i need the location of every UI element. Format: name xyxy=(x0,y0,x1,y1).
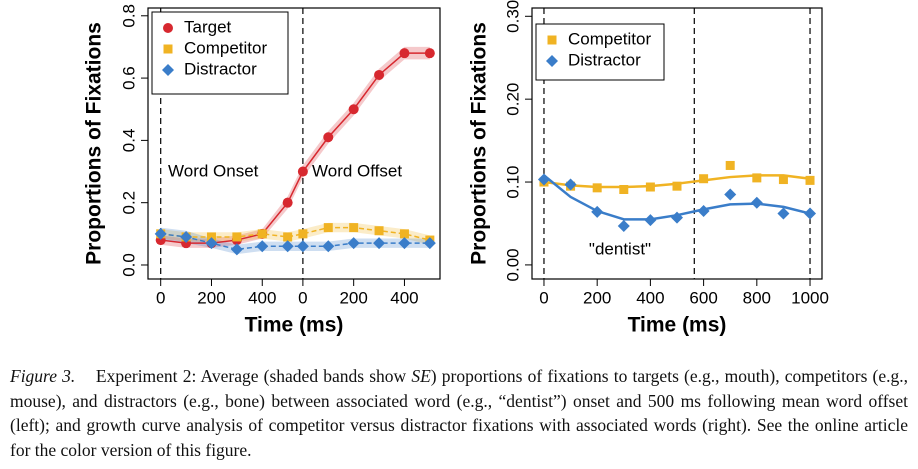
marker xyxy=(697,205,710,218)
x-tick-label: 600 xyxy=(689,288,717,307)
y-tick-label: 0.6 xyxy=(119,66,138,90)
marker xyxy=(374,69,385,80)
annotation: Word Offset xyxy=(312,161,402,180)
marker xyxy=(257,229,267,239)
marker xyxy=(619,184,629,194)
marker xyxy=(423,237,436,250)
y-axis-label: Proportions of Fixations xyxy=(83,22,106,265)
marker xyxy=(180,230,193,243)
x-tick-label: 800 xyxy=(743,288,771,307)
y-tick-label: 0.30 xyxy=(503,0,522,33)
legend-label: Distractor xyxy=(184,59,257,78)
y-tick-label: 0.20 xyxy=(503,83,522,116)
y-axis-label: Proportions of Fixations xyxy=(468,22,491,265)
marker xyxy=(804,207,817,220)
plot-frame xyxy=(531,7,823,280)
marker xyxy=(750,196,763,209)
marker xyxy=(424,48,435,59)
x-tick-label: 200 xyxy=(197,288,225,307)
marker xyxy=(322,240,335,253)
annotation: "dentist" xyxy=(589,239,651,258)
marker xyxy=(281,240,294,253)
marker xyxy=(323,223,333,233)
legend-label: Competitor xyxy=(184,38,267,57)
y-tick-label: 0.10 xyxy=(503,165,522,198)
marker xyxy=(283,232,293,242)
marker xyxy=(206,232,216,242)
marker xyxy=(699,174,709,184)
marker xyxy=(205,237,218,250)
legend-marker xyxy=(163,23,173,33)
plot-frame xyxy=(147,7,441,280)
legend-box xyxy=(535,23,665,81)
legend-marker xyxy=(546,55,558,67)
caption-text: ) proportions of fixations to targets (e… xyxy=(10,366,909,460)
marker xyxy=(347,237,360,250)
marker xyxy=(672,181,682,191)
marker xyxy=(591,205,604,218)
marker xyxy=(297,166,308,177)
caption-emphasis: SE xyxy=(411,366,431,386)
marker xyxy=(645,182,655,192)
y-tick-label: 0.00 xyxy=(503,248,522,281)
x-tick-label: 200 xyxy=(339,288,367,307)
x-tick-label: 0 xyxy=(298,288,307,307)
caption: Figure 3. Experiment 2: Average (shaded … xyxy=(10,364,908,462)
marker xyxy=(805,175,815,185)
legend-label: Distractor xyxy=(568,50,641,69)
marker xyxy=(154,227,167,240)
y-tick-label: 0.8 xyxy=(119,4,138,28)
marker xyxy=(725,160,735,170)
figure: 0.0 0.2 0.4 0.6 0.8 0 200 400 0 200 400 Time (ms) Pr… xyxy=(83,0,829,337)
marker xyxy=(671,211,683,224)
marker xyxy=(398,237,411,250)
marker xyxy=(348,104,359,115)
marker xyxy=(592,183,602,193)
marker xyxy=(724,188,737,201)
legend-label: Target xyxy=(184,17,232,36)
marker xyxy=(256,240,269,253)
marker xyxy=(564,178,577,191)
x-tick-label: 400 xyxy=(636,288,664,307)
marker xyxy=(232,232,242,242)
y-tick-label: 0.4 xyxy=(119,129,138,153)
x-tick-label: 200 xyxy=(583,288,611,307)
marker xyxy=(399,48,410,59)
x-tick-label: 400 xyxy=(248,288,276,307)
marker xyxy=(296,240,309,253)
marker xyxy=(617,219,630,232)
caption-text: Experiment 2: Average (shaded bands show xyxy=(95,366,407,386)
y-tick-label: 0.2 xyxy=(119,191,138,215)
x-tick-label: 0 xyxy=(156,288,165,307)
marker xyxy=(777,207,790,220)
y-tick-label: 0.0 xyxy=(119,253,138,277)
x-axis-label: Time (ms) xyxy=(628,314,727,337)
marker xyxy=(230,243,243,256)
x-tick-label: 0 xyxy=(539,288,548,307)
legend-marker xyxy=(547,35,557,45)
legend-label: Competitor xyxy=(568,29,651,48)
legend-marker xyxy=(162,64,174,76)
marker xyxy=(537,173,550,186)
marker xyxy=(752,173,762,183)
marker xyxy=(282,197,293,208)
x-tick-label: 400 xyxy=(390,288,418,307)
annotation: Word Onset xyxy=(168,161,259,180)
legend-box xyxy=(151,11,289,95)
marker xyxy=(373,237,386,250)
marker xyxy=(374,226,384,236)
marker xyxy=(323,132,334,143)
marker xyxy=(349,223,359,233)
x-axis-label: Time (ms) xyxy=(245,314,344,337)
legend-marker xyxy=(163,44,173,54)
marker xyxy=(644,214,657,227)
marker xyxy=(778,175,788,185)
caption-label: Figure 3. xyxy=(10,366,76,386)
marker xyxy=(399,229,409,239)
marker xyxy=(298,229,308,239)
x-tick-label: 1000 xyxy=(791,288,829,307)
